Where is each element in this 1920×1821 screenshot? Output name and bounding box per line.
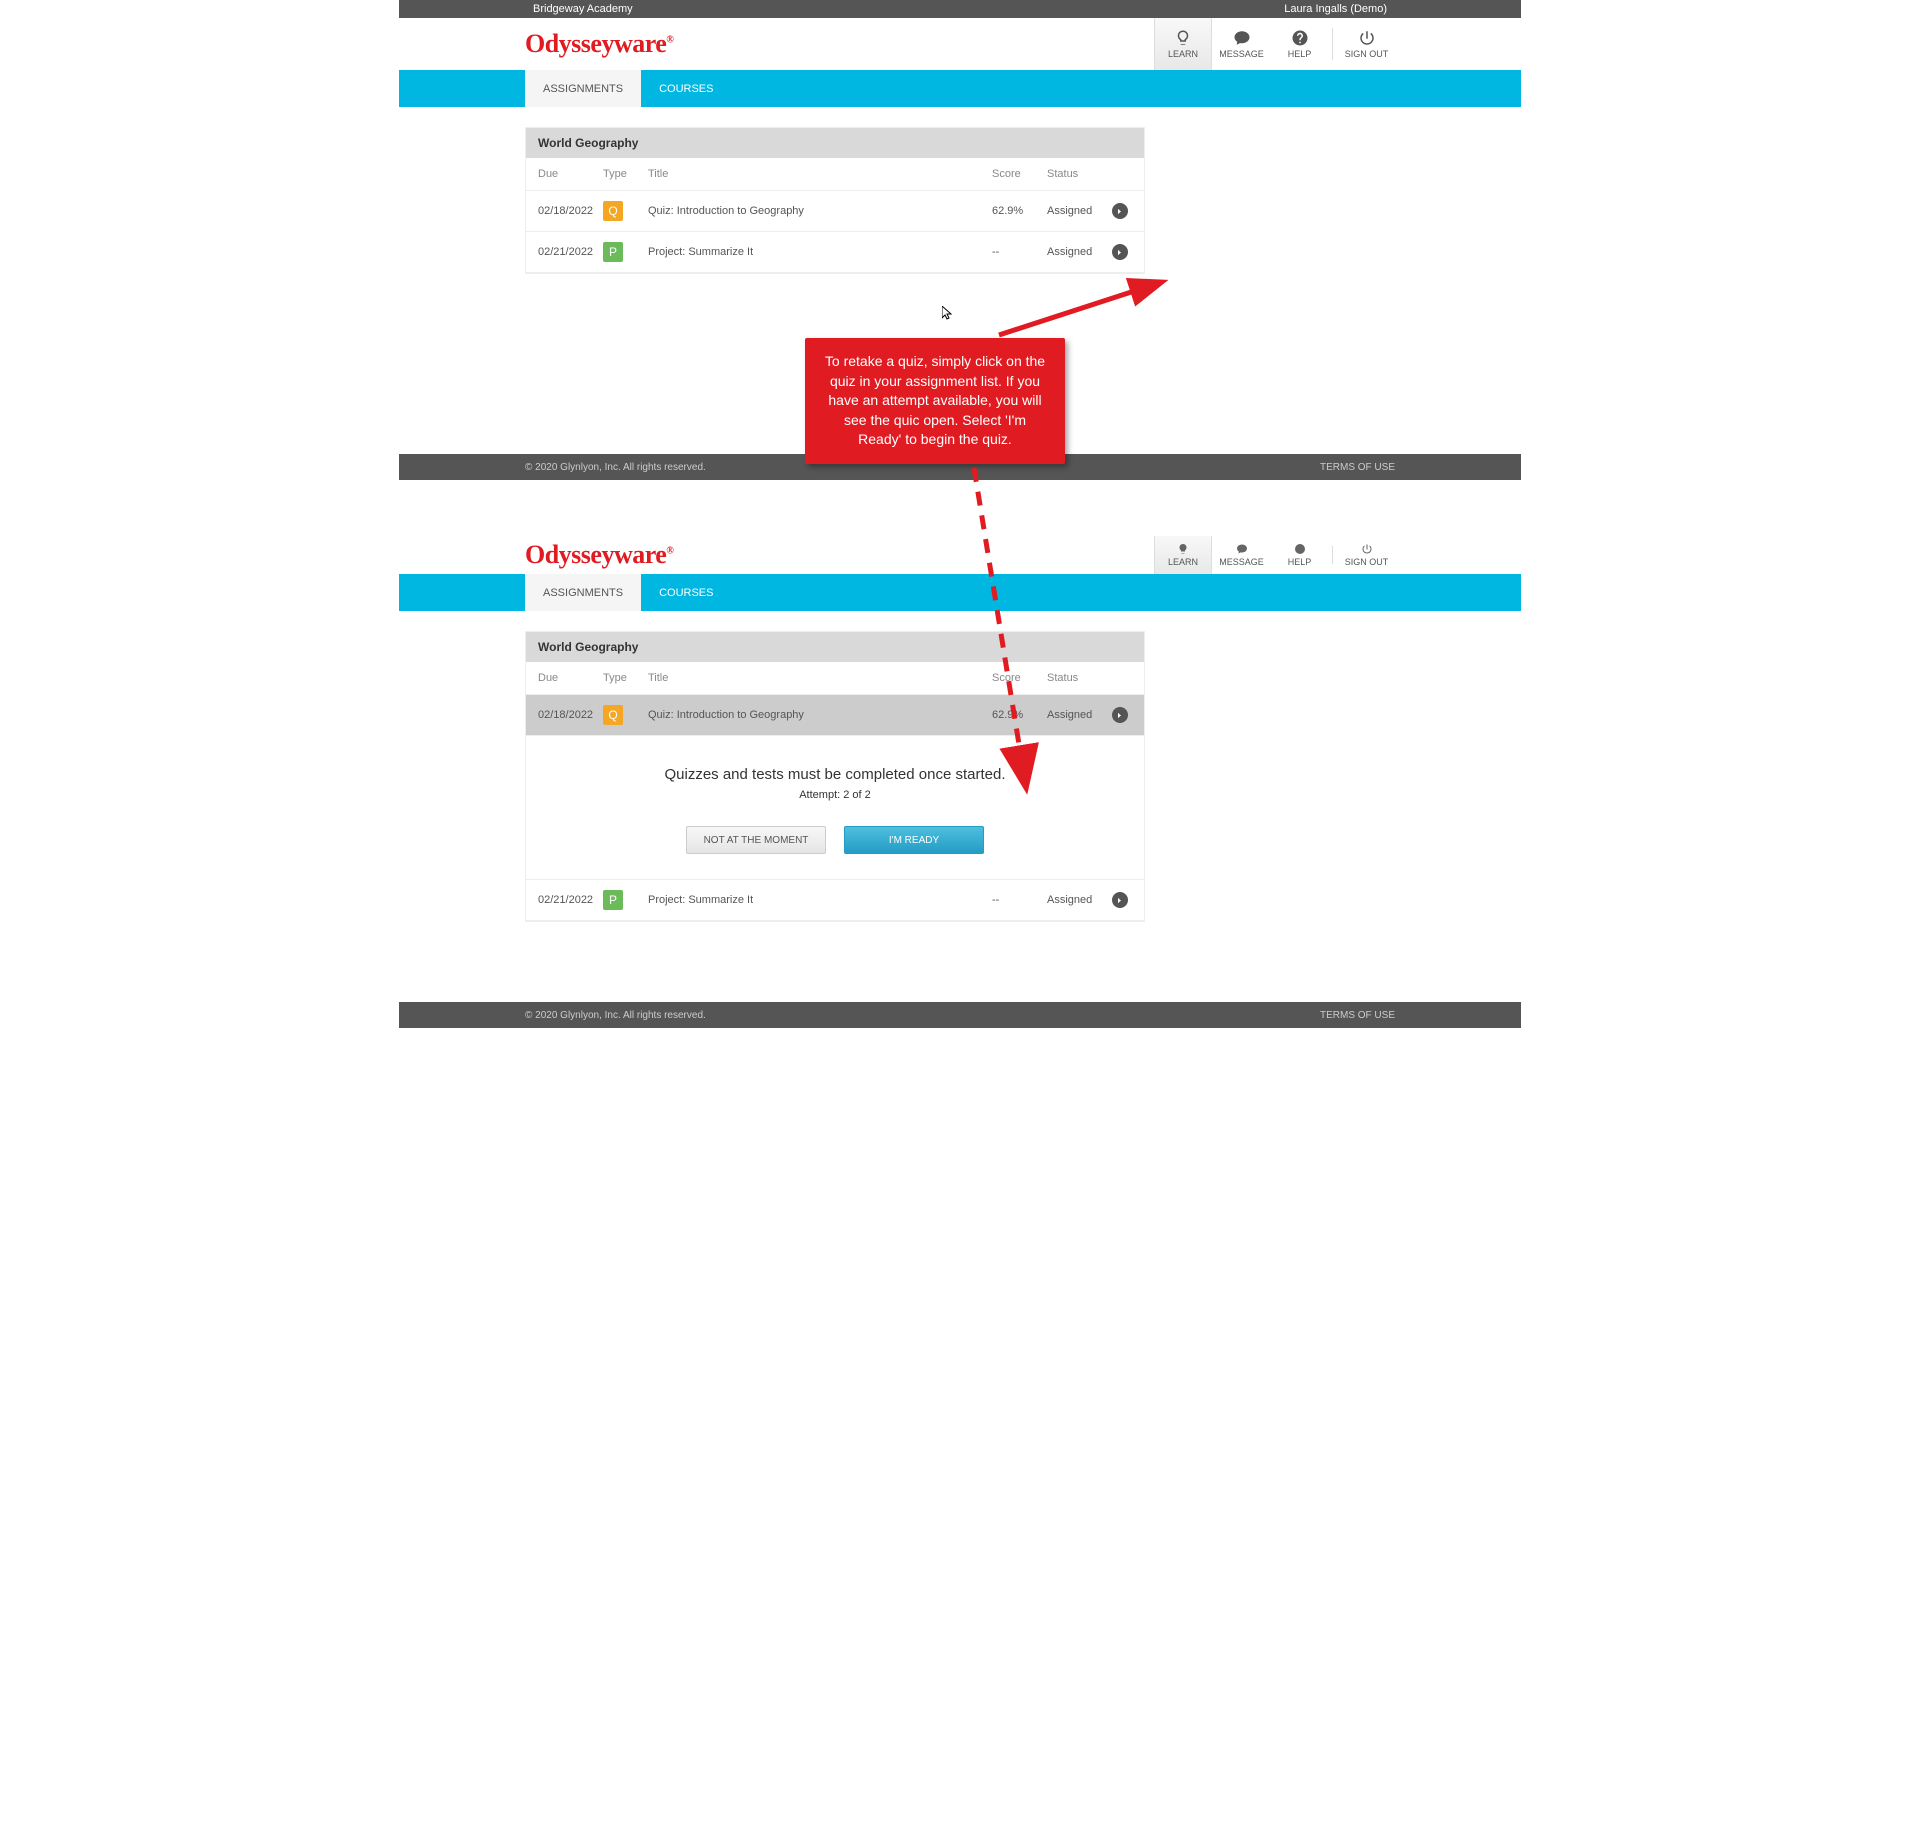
footer-copyright: © 2020 Glynlyon, Inc. All rights reserve… — [525, 462, 706, 473]
type-badge: P — [603, 242, 623, 262]
nav-learn[interactable]: LEARN — [1154, 18, 1212, 70]
col-due: Due — [538, 168, 603, 180]
col-title: Title — [648, 672, 992, 684]
quiz-panel: Quizzes and tests must be completed once… — [526, 736, 1144, 880]
course-box: World Geography Due Type Title Score Sta… — [525, 631, 1145, 922]
tab-courses[interactable]: COURSES — [641, 574, 731, 611]
go-icon[interactable] — [1112, 244, 1128, 260]
cell-due: 02/21/2022 — [538, 894, 603, 906]
cell-title: Project: Summarize It — [648, 246, 992, 258]
cell-score: 62.9% — [992, 205, 1047, 217]
nav-help-label: HELP — [1288, 557, 1312, 567]
topbar: Bridgeway Academy Laura Ingalls (Demo) — [399, 0, 1521, 18]
nav-help[interactable]: HELP — [1270, 18, 1328, 70]
course-box: World Geography Due Type Title Score Sta… — [525, 127, 1145, 274]
cell-due: 02/18/2022 — [538, 205, 603, 217]
course-title: World Geography — [526, 128, 1144, 158]
cell-status: Assigned — [1047, 246, 1107, 258]
nav-message[interactable]: MESSAGE — [1212, 18, 1270, 70]
bluebar: ASSIGNMENTS COURSES — [399, 574, 1521, 611]
tab-courses[interactable]: COURSES — [641, 70, 731, 107]
col-score: Score — [992, 168, 1047, 180]
go-icon[interactable] — [1112, 892, 1128, 908]
nav-message-label: MESSAGE — [1219, 557, 1264, 567]
cell-title: Quiz: Introduction to Geography — [648, 709, 992, 721]
col-score: Score — [992, 672, 1047, 684]
nav-buttons: LEARN MESSAGE HELP SIGN OUT — [1154, 536, 1395, 574]
cell-title: Project: Summarize It — [648, 894, 992, 906]
quiz-message: Quizzes and tests must be completed once… — [546, 766, 1124, 783]
ready-button[interactable]: I'M READY — [844, 826, 984, 854]
message-icon — [1233, 29, 1251, 47]
table-head: Due Type Title Score Status — [526, 158, 1144, 191]
nav-signout[interactable]: SIGN OUT — [1337, 536, 1395, 574]
nav-message-label: MESSAGE — [1219, 49, 1264, 59]
logo: Odysseyware® — [525, 540, 673, 570]
topbar-left: Bridgeway Academy — [533, 0, 633, 18]
cell-due: 02/18/2022 — [538, 709, 603, 721]
table-row[interactable]: 02/18/2022 Q Quiz: Introduction to Geogr… — [526, 191, 1144, 232]
col-title: Title — [648, 168, 992, 180]
footer: © 2020 Glynlyon, Inc. All rights reserve… — [399, 1002, 1521, 1028]
not-now-button[interactable]: NOT AT THE MOMENT — [686, 826, 826, 854]
nav-signout-label: SIGN OUT — [1345, 49, 1389, 59]
table-row[interactable]: 02/18/2022 Q Quiz: Introduction to Geogr… — [526, 695, 1144, 736]
nav-divider — [1332, 546, 1333, 564]
col-type: Type — [603, 168, 648, 180]
cell-status: Assigned — [1047, 894, 1107, 906]
nav-learn[interactable]: LEARN — [1154, 536, 1212, 574]
nav-learn-label: LEARN — [1168, 557, 1198, 567]
cell-status: Assigned — [1047, 709, 1107, 721]
footer-copyright: © 2020 Glynlyon, Inc. All rights reserve… — [525, 1010, 706, 1021]
nav-signout-label: SIGN OUT — [1345, 557, 1389, 567]
col-status: Status — [1047, 168, 1107, 180]
nav-signout[interactable]: SIGN OUT — [1337, 18, 1395, 70]
go-icon[interactable] — [1112, 707, 1128, 723]
tab-assignments[interactable]: ASSIGNMENTS — [525, 574, 641, 611]
col-due: Due — [538, 672, 603, 684]
nav-buttons: LEARN MESSAGE HELP SIGN OUT — [1154, 18, 1395, 70]
help-icon — [1291, 29, 1309, 47]
cursor-icon — [942, 306, 954, 320]
callout: To retake a quiz, simply click on the qu… — [805, 338, 1065, 464]
quiz-attempt: Attempt: 2 of 2 — [546, 789, 1124, 801]
cell-score: -- — [992, 894, 1047, 906]
table-head: Due Type Title Score Status — [526, 662, 1144, 695]
type-badge: P — [603, 890, 623, 910]
go-icon[interactable] — [1112, 203, 1128, 219]
cell-due: 02/21/2022 — [538, 246, 603, 258]
message-icon — [1236, 543, 1248, 555]
nav-message[interactable]: MESSAGE — [1212, 536, 1270, 574]
help-icon — [1294, 543, 1306, 555]
lightbulb-icon — [1174, 29, 1192, 47]
type-badge: Q — [603, 201, 623, 221]
col-status: Status — [1047, 672, 1107, 684]
power-icon — [1358, 29, 1376, 47]
nav-help[interactable]: HELP — [1270, 536, 1328, 574]
cell-score: 62.9% — [992, 709, 1047, 721]
topbar-right: Laura Ingalls (Demo) — [1284, 0, 1387, 18]
table-row[interactable]: 02/21/2022 P Project: Summarize It -- As… — [526, 880, 1144, 921]
lightbulb-icon — [1177, 543, 1189, 555]
col-type: Type — [603, 672, 648, 684]
tab-assignments[interactable]: ASSIGNMENTS — [525, 70, 641, 107]
bluebar: ASSIGNMENTS COURSES — [399, 70, 1521, 107]
footer-terms[interactable]: TERMS OF USE — [1320, 462, 1395, 473]
header: Odysseyware® LEARN MESSAGE HELP — [399, 18, 1521, 70]
nav-learn-label: LEARN — [1168, 49, 1198, 59]
table-row[interactable]: 02/21/2022 P Project: Summarize It -- As… — [526, 232, 1144, 273]
type-badge: Q — [603, 705, 623, 725]
cell-status: Assigned — [1047, 205, 1107, 217]
footer-terms[interactable]: TERMS OF USE — [1320, 1010, 1395, 1021]
cell-title: Quiz: Introduction to Geography — [648, 205, 992, 217]
header: Odysseyware® LEARN MESSAGE HELP — [399, 536, 1521, 574]
logo: Odysseyware® — [525, 29, 673, 59]
nav-divider — [1332, 28, 1333, 60]
nav-help-label: HELP — [1288, 49, 1312, 59]
cell-score: -- — [992, 246, 1047, 258]
course-title: World Geography — [526, 632, 1144, 662]
power-icon — [1361, 543, 1373, 555]
